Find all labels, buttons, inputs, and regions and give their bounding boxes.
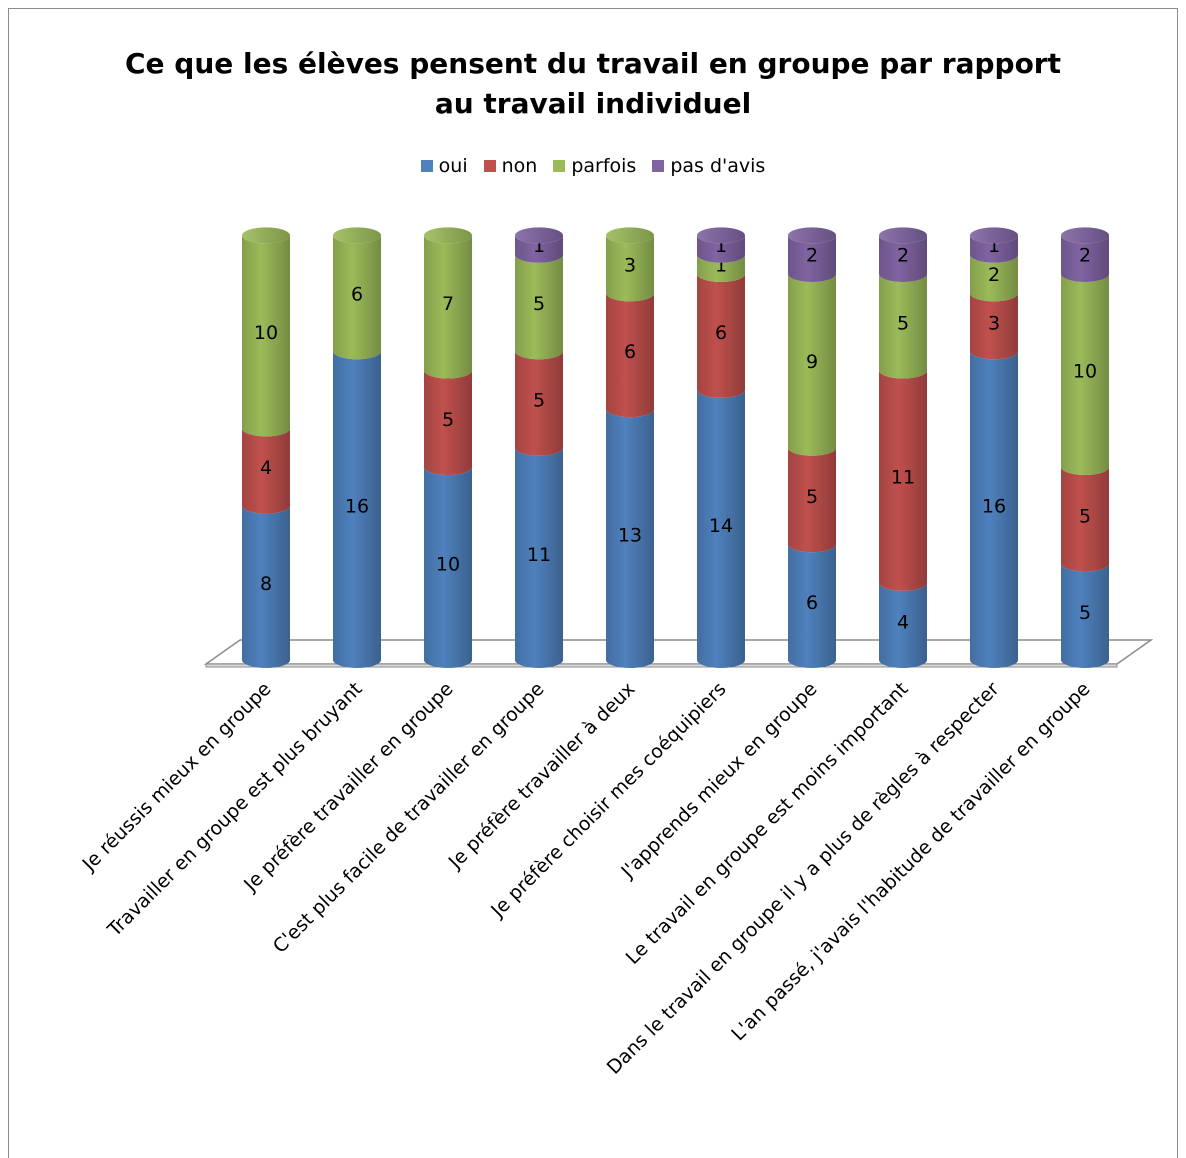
data-label-parfois-7: 9 (806, 351, 818, 373)
bar-stack-5: 13 6 3 (606, 227, 654, 668)
bar-top-cap-5 (606, 227, 654, 243)
data-label-pas-d-avis-10: 2 (1079, 245, 1091, 267)
bar-top-cap-9 (970, 227, 1018, 243)
data-label-pas-d-avis-7: 2 (806, 245, 818, 267)
data-label-oui-10: 5 (1079, 602, 1091, 624)
category-label-10: L'an passé, j'avais l'habitude de travai… (727, 678, 1094, 1045)
data-label-oui-5: 13 (618, 525, 642, 547)
category-label-1: Je réussis mieux en groupe (78, 678, 276, 876)
data-label-non-1: 4 (260, 457, 272, 479)
data-label-oui-3: 10 (436, 554, 460, 576)
bar-top-cap-6 (697, 227, 745, 243)
data-label-parfois-9: 2 (988, 264, 1000, 286)
data-label-pas-d-avis-8: 2 (897, 245, 909, 267)
data-label-non-9: 3 (988, 312, 1000, 334)
data-label-non-10: 5 (1079, 505, 1091, 527)
data-label-oui-2: 16 (345, 496, 369, 518)
bar-stack-1: 8 4 10 (242, 227, 290, 668)
bar-top-cap-4 (515, 227, 563, 243)
data-label-oui-6: 14 (709, 515, 733, 537)
bar-stack-7: 6 5 9 2 (788, 227, 836, 668)
data-label-oui-8: 4 (897, 611, 909, 633)
bar-stack-2: 16 6 (333, 227, 381, 668)
bar-top-cap-3 (424, 227, 472, 243)
data-label-non-6: 6 (715, 322, 727, 344)
bar-top-cap-7 (788, 227, 836, 243)
data-label-oui-9: 16 (982, 496, 1006, 518)
data-label-parfois-2: 6 (351, 283, 363, 305)
bar-top-cap-8 (879, 227, 927, 243)
bar-top-cap-10 (1061, 227, 1109, 243)
data-label-oui-4: 11 (527, 544, 551, 566)
data-label-non-4: 5 (533, 389, 545, 411)
category-label-5: Je préfère travailler à deux (444, 678, 640, 874)
bar-top-cap-1 (242, 227, 290, 243)
data-label-parfois-5: 3 (624, 254, 636, 276)
data-label-non-3: 5 (442, 409, 454, 431)
bar-stack-10: 5 5 10 2 (1061, 227, 1109, 668)
data-label-parfois-4: 5 (533, 293, 545, 315)
bar-stack-3: 10 5 7 (424, 227, 472, 668)
data-label-parfois-8: 5 (897, 312, 909, 334)
data-label-parfois-10: 10 (1073, 361, 1097, 383)
data-label-non-5: 6 (624, 341, 636, 363)
data-label-non-7: 5 (806, 486, 818, 508)
data-label-non-8: 11 (891, 467, 915, 489)
category-label-7: J'apprends mieux en groupe (616, 678, 821, 883)
bars-group: 8410166105711551136314611659241152163215… (242, 227, 1109, 668)
data-label-parfois-3: 7 (442, 293, 454, 315)
data-label-oui-1: 8 (260, 573, 272, 595)
data-label-oui-7: 6 (806, 592, 818, 614)
bar-top-cap-2 (333, 227, 381, 243)
bar-stack-8: 4 11 5 2 (879, 227, 927, 668)
data-label-parfois-1: 10 (254, 322, 278, 344)
